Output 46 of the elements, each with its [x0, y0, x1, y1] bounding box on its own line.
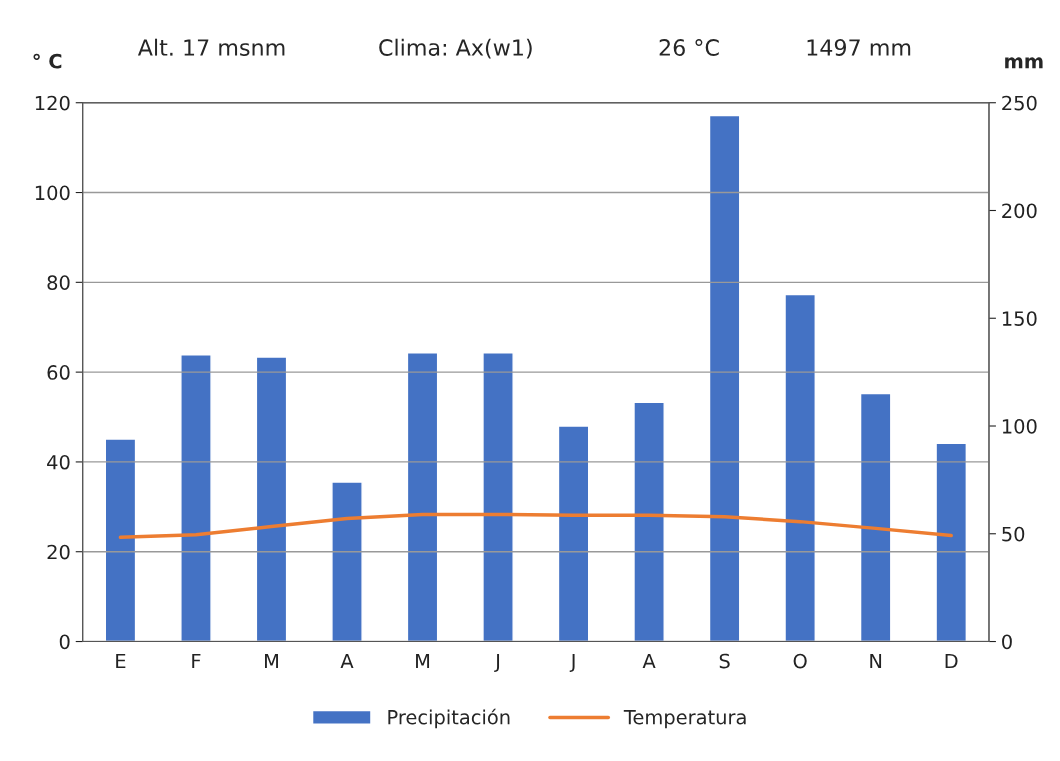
- bar: [708, 114, 741, 642]
- x-tick-label: S: [719, 653, 730, 669]
- bar: [784, 293, 816, 642]
- y2-tick-label: 150: [1002, 311, 1037, 326]
- bar: [180, 354, 212, 642]
- bar: [482, 352, 514, 642]
- x-tick-label: J: [569, 653, 575, 672]
- y-tick-label: 40: [47, 454, 70, 470]
- x-tick-label: M: [265, 653, 278, 669]
- line-series: [118, 512, 953, 540]
- y2-tick-label: 0: [1002, 634, 1012, 650]
- y2-axis-title: mm: [1005, 57, 1043, 69]
- text: Alt. 17 msnm: [137, 38, 285, 56]
- y-tick-label: 60: [47, 365, 70, 380]
- bar: [331, 481, 363, 642]
- text: 26 °C: [659, 39, 719, 56]
- x-tick-label: D: [945, 653, 958, 669]
- x-tick-label: J: [494, 653, 500, 672]
- y2-tick-label: 100: [1002, 418, 1037, 434]
- y-tick-label: 80: [47, 275, 70, 290]
- x-tick-label: M: [416, 653, 430, 669]
- x-tick-label: E: [116, 653, 126, 669]
- y2-tick-label: 200: [1002, 203, 1037, 219]
- bar: [104, 438, 137, 642]
- x-tick-label: O: [793, 653, 807, 669]
- bar: [255, 356, 288, 642]
- x-tick-label: A: [340, 653, 354, 669]
- y-tick-label: 100: [35, 185, 70, 201]
- bar: [935, 442, 968, 642]
- y-tick-label: 20: [47, 544, 70, 560]
- x-tick-label: A: [642, 653, 656, 669]
- y-tick-label: 0: [59, 634, 70, 650]
- bar: [557, 425, 590, 642]
- y2-tick-label: 250: [1002, 95, 1037, 111]
- bar: [406, 352, 439, 642]
- y2-tick-label: 50: [1002, 526, 1025, 542]
- legend-label: Precipitación: [388, 708, 510, 729]
- x-tick-label: N: [870, 653, 882, 669]
- bar: [859, 392, 892, 642]
- y-tick-label: 120: [35, 95, 70, 111]
- text: Clima: Ax(w1): [379, 38, 532, 59]
- bar: [633, 401, 665, 642]
- text: 1497 mm: [807, 39, 911, 56]
- y-axis-title: ° C: [33, 53, 62, 69]
- legend-label: Temperatura: [623, 710, 746, 729]
- x-tick-label: F: [192, 653, 201, 669]
